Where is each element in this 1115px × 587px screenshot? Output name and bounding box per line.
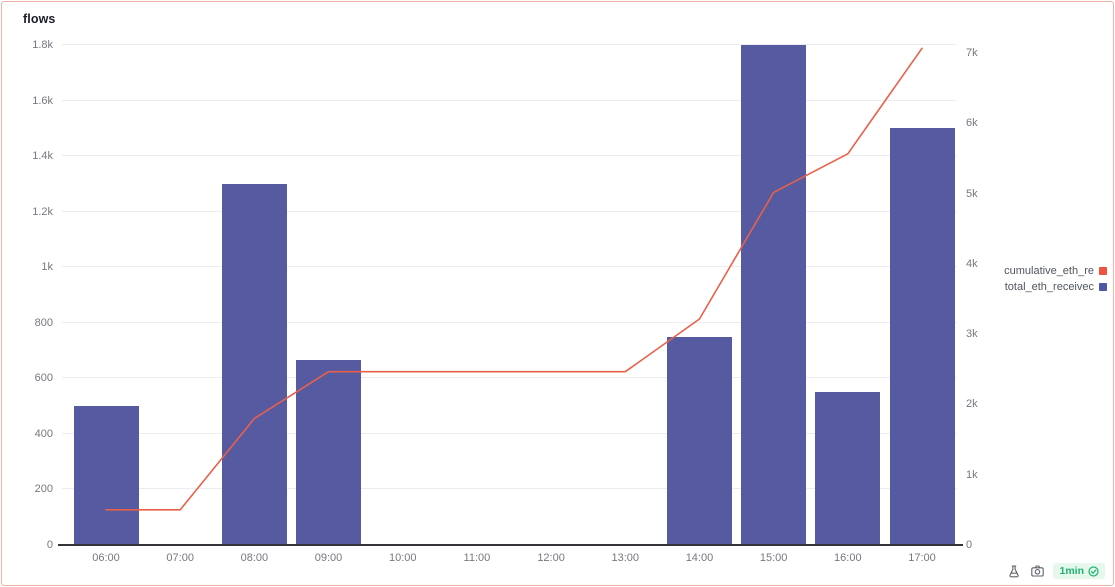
refresh-interval-badge[interactable]: 1min <box>1053 563 1105 579</box>
legend-label: total_eth_receivec <box>1004 281 1094 293</box>
y-axis-left-tick: 0 <box>46 539 53 551</box>
legend-label: cumulative_eth_re <box>1004 265 1094 277</box>
panel-title: flows <box>23 12 56 26</box>
y-axis-right-tick: 7k <box>966 46 978 59</box>
bar-08:00 <box>221 183 287 545</box>
legend-swatch-line <box>1099 267 1107 275</box>
gridline <box>62 266 957 268</box>
gridline <box>62 432 957 434</box>
plot-area[interactable]: 0 200 400 600 800 1k 1.2k 1.4k 1.6k 1.8k 0 1k 2k 3k 4k… <box>32 39 977 564</box>
y-axis-left-tick: 1k <box>41 261 53 274</box>
gridline <box>62 155 957 157</box>
camera-icon[interactable] <box>1030 564 1044 578</box>
y-axis-left-tick: 1.4k <box>32 150 53 163</box>
legend-item-total[interactable]: total_eth_receivec <box>1005 281 1107 293</box>
gridline <box>62 377 957 379</box>
x-axis-tick: 09:00 <box>314 552 343 564</box>
x-axis-line <box>58 544 963 546</box>
x-axis-tick: 17:00 <box>908 552 936 564</box>
y-axis-right-tick: 3k <box>966 328 978 341</box>
x-axis-tick: 13:00 <box>611 552 640 564</box>
y-axis-right-tick: 4k <box>966 257 978 270</box>
y-axis-left-tick: 400 <box>34 427 53 440</box>
panel-footer: 1min <box>1007 563 1105 579</box>
legend-item-cumulative[interactable]: cumulative_eth_re <box>1004 265 1107 277</box>
bar-14:00 <box>666 336 732 545</box>
y-axis-left-tick: 1.2k <box>32 205 53 218</box>
bar-06:00 <box>73 406 139 545</box>
y-axis-right-tick: 1k <box>966 468 978 481</box>
bar-09:00 <box>296 360 362 545</box>
x-axis-tick: 14:00 <box>685 552 714 564</box>
gridline <box>62 210 957 212</box>
x-axis-tick: 11:00 <box>463 552 491 564</box>
legend-swatch-bar <box>1099 283 1107 291</box>
x-axis-tick: 16:00 <box>834 552 862 564</box>
cumulative-line <box>105 47 923 511</box>
y-axis-left-tick: 200 <box>34 483 53 496</box>
x-axis-tick: 06:00 <box>92 552 120 564</box>
x-axis-tick: 07:00 <box>166 552 194 564</box>
y-axis-right-tick: 2k <box>966 398 978 411</box>
x-axis-tick: 08:00 <box>240 552 269 564</box>
y-axis-right-tick: 5k <box>966 187 978 200</box>
flask-icon[interactable] <box>1007 564 1021 578</box>
bar-17:00 <box>889 128 955 545</box>
y-axis-left-tick: 800 <box>34 316 53 329</box>
bar-16:00 <box>815 392 881 545</box>
gridline <box>62 44 957 45</box>
x-axis-tick: 10:00 <box>388 552 417 564</box>
gridline <box>62 488 957 490</box>
y-axis-right-tick: 6k <box>966 117 978 130</box>
legend: cumulative_eth_re total_eth_receivec <box>1004 265 1107 293</box>
x-axis-tick: 15:00 <box>759 552 788 564</box>
y-axis-left-tick: 1.8k <box>32 39 53 51</box>
gridline <box>62 99 957 101</box>
check-circle-icon <box>1088 565 1099 577</box>
refresh-interval-label: 1min <box>1059 565 1084 577</box>
y-axis-left-tick: 1.6k <box>32 94 53 107</box>
y-axis-left-tick: 600 <box>34 372 53 385</box>
gridline <box>62 321 957 323</box>
y-axis-right-tick: 0 <box>966 539 973 551</box>
bar-15:00 <box>741 45 807 545</box>
x-axis-tick: 12:00 <box>537 552 565 564</box>
